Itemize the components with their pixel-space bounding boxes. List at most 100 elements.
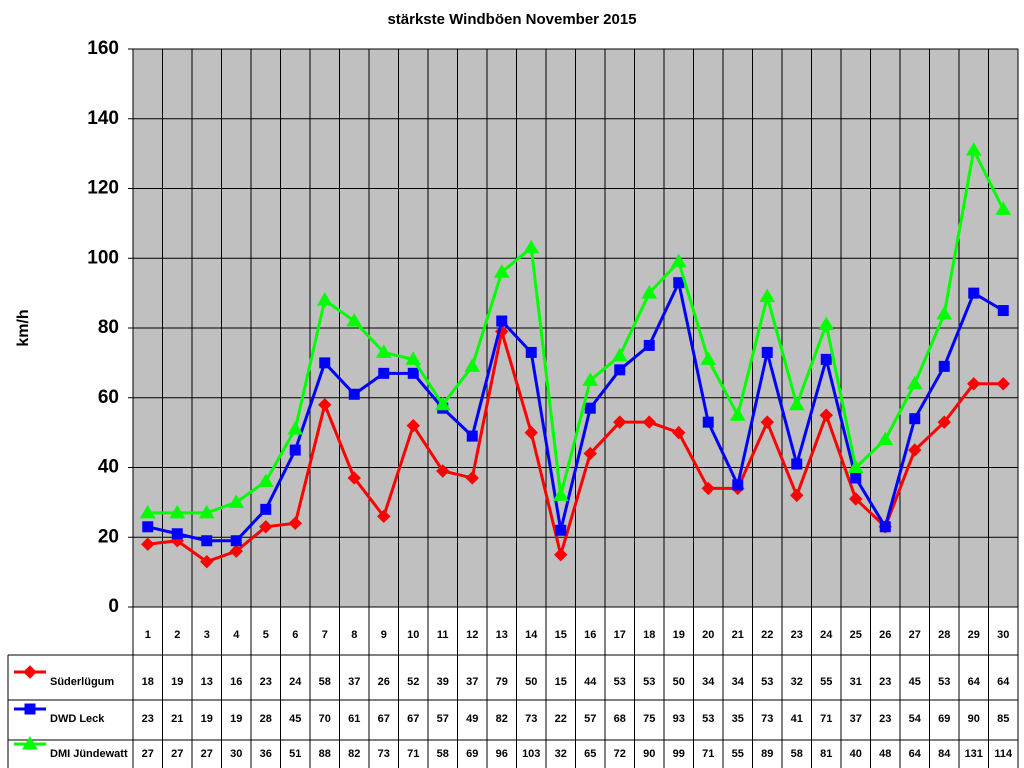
marker [319,357,331,369]
table-value: 23 [879,713,891,725]
legend-label: DWD Leck [50,713,105,725]
x-tick-label: 22 [761,629,773,641]
marker [847,459,864,473]
y-tick-label: 160 [87,38,119,59]
marker [348,388,360,400]
table-value: 69 [938,713,950,725]
table-value: 53 [643,676,655,688]
marker [259,520,273,534]
table-value: 61 [348,713,360,725]
table-value: 23 [260,676,272,688]
x-tick-label: 2 [174,629,180,641]
marker [229,544,243,558]
marker [318,398,332,412]
marker [257,473,274,487]
table-value: 57 [584,713,596,725]
table-value: 31 [850,676,862,688]
table-value: 53 [938,676,950,688]
table-value: 24 [289,676,302,688]
x-tick-label: 10 [407,629,419,641]
chart-title: stärkste Windböen November 2015 [387,11,636,28]
table-value: 81 [820,748,832,760]
x-tick-label: 26 [879,629,891,641]
table-value: 50 [673,676,685,688]
table-value: 52 [407,676,419,688]
marker [672,425,686,440]
table-value: 68 [614,713,626,725]
marker [729,407,746,421]
marker [288,516,302,531]
table-value: 99 [673,748,685,760]
x-tick-label: 17 [614,629,626,641]
marker [937,415,951,429]
table-value: 23 [879,676,891,688]
table-value: 64 [909,748,922,760]
table-value: 37 [348,676,360,688]
x-tick-label: 18 [643,629,655,641]
y-tick-label: 120 [87,178,119,199]
marker [700,351,717,365]
table-value: 82 [348,748,360,760]
marker [967,377,981,391]
y-tick-label: 100 [87,247,119,268]
x-tick-label: 16 [584,629,596,641]
table-value: 22 [555,713,567,725]
table-value: 71 [407,748,419,760]
table-value: 73 [525,713,537,725]
table-value: 32 [555,748,567,760]
marker [436,464,450,478]
y-tick-label: 0 [108,596,119,617]
marker [877,431,894,446]
table-value: 70 [319,713,331,725]
table-value: 58 [319,676,331,688]
marker [613,415,627,429]
marker [938,360,950,372]
table-value: 58 [437,748,449,760]
marker [525,346,537,358]
marker [642,415,656,429]
table-value: 37 [850,713,862,725]
marker [552,487,569,501]
table-value: 85 [997,713,1009,725]
x-tick-label: 25 [850,629,862,641]
table-value: 53 [702,713,714,725]
table-value: 37 [466,676,478,688]
marker [909,413,921,425]
marker [289,444,301,456]
table-value: 57 [437,713,449,725]
table-value: 34 [732,676,745,688]
marker [820,353,832,365]
table-value: 79 [496,676,508,688]
table-value: 36 [260,748,272,760]
table-value: 18 [142,676,154,688]
table-value: 50 [525,676,537,688]
y-tick-label: 40 [98,457,119,478]
table-value: 54 [909,713,922,725]
x-tick-label: 27 [909,629,921,641]
marker [702,416,714,428]
table-value: 13 [201,676,213,688]
table-value: 67 [407,713,419,725]
marker [139,504,156,519]
marker [230,535,242,547]
x-tick-label: 20 [702,629,714,641]
marker [759,288,776,303]
marker [584,402,596,414]
table-value: 27 [142,748,154,760]
x-tick-label: 8 [351,629,357,641]
marker [141,537,155,551]
x-tick-label: 23 [791,629,803,641]
marker [701,481,715,496]
marker [673,277,685,289]
marker [198,504,215,519]
x-tick-label: 3 [204,629,210,641]
marker [760,415,774,429]
marker [908,443,922,457]
marker [818,316,835,331]
marker [554,547,568,562]
table-value: 53 [614,676,626,688]
table-value: 64 [968,676,981,688]
marker [201,535,213,547]
marker [142,521,154,533]
